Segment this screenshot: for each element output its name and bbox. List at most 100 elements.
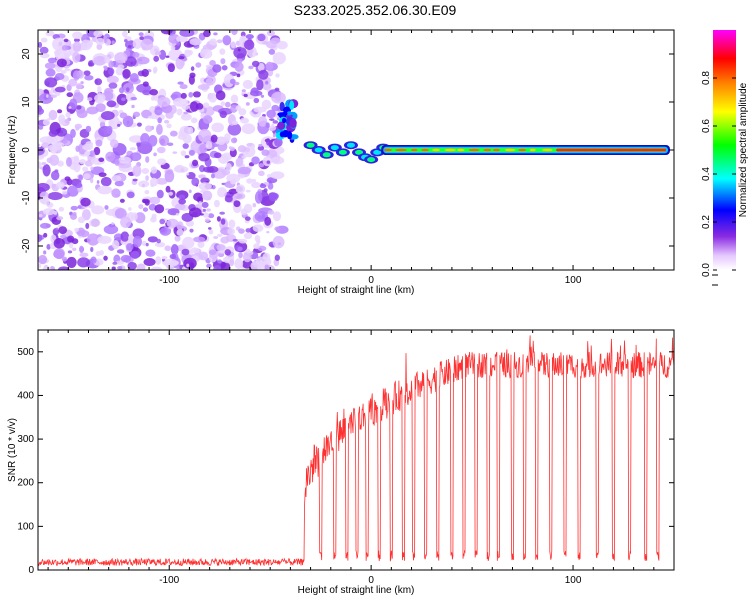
noise-speckle <box>132 228 145 239</box>
noise-speckle <box>83 70 91 76</box>
noise-speckle <box>253 106 267 113</box>
noise-speckle <box>276 40 288 50</box>
noise-speckle <box>198 182 212 191</box>
noise-speckle <box>66 156 72 167</box>
noise-speckle <box>170 244 179 255</box>
noise-speckle <box>142 207 149 212</box>
noise-speckle <box>89 177 94 184</box>
noise-speckle <box>153 152 157 157</box>
noise-speckle <box>124 39 128 43</box>
noise-speckle <box>220 58 226 65</box>
colorbar: 0.0 0.2 0.4 0.6 0.8 Normalized spectral ampl… <box>701 30 749 286</box>
y-tick-label: 10 <box>21 96 32 108</box>
noise-speckle <box>77 205 82 209</box>
noise-speckle <box>66 92 74 98</box>
noise-speckle <box>157 96 171 107</box>
noise-speckle <box>53 238 65 249</box>
carrier-peak <box>444 148 456 152</box>
noise-speckle <box>60 234 67 239</box>
noise-speckle <box>265 138 271 146</box>
colorbar-ticks: 0.0 0.2 0.4 0.6 0.8 <box>701 71 736 286</box>
noise-speckle <box>272 51 286 65</box>
noise-speckle <box>227 122 242 136</box>
noise-speckle <box>213 199 220 208</box>
carrier-peak <box>395 148 408 152</box>
noise-speckle <box>149 177 159 187</box>
noise-speckle <box>251 60 260 67</box>
noise-speckle <box>132 38 142 49</box>
noise-speckle <box>121 97 126 102</box>
x-tick-label: 100 <box>565 575 582 586</box>
noise-speckle <box>115 67 124 76</box>
noise-speckle <box>188 207 202 218</box>
noise-speckle <box>74 182 83 189</box>
noise-speckle <box>119 198 125 203</box>
noise-speckle <box>237 145 247 153</box>
noise-speckle <box>63 38 69 43</box>
colorbar-gradient <box>713 30 736 270</box>
carrier-peak <box>421 148 429 152</box>
noise-speckle <box>72 51 81 63</box>
noise-speckle <box>206 208 211 212</box>
noise-speckle <box>42 208 55 216</box>
noise-speckle <box>206 263 212 269</box>
noise-speckle <box>115 260 125 265</box>
noise-speckle <box>98 172 107 178</box>
noise-speckle <box>167 63 175 73</box>
colorbar-tick-label: 0.0 <box>701 263 712 277</box>
onset-blob <box>289 118 297 128</box>
noise-speckle <box>138 180 150 188</box>
noise-speckle <box>176 266 180 270</box>
bottom-axes: -100 0 100 0 100 200 300 400 500 <box>17 330 675 586</box>
transition-blob-core <box>338 149 347 155</box>
noise-speckle <box>103 255 108 261</box>
noise-speckle <box>191 177 200 187</box>
noise-speckle <box>260 94 265 98</box>
noise-speckle <box>140 133 150 145</box>
noise-speckle <box>118 156 132 164</box>
noise-speckle <box>139 36 144 40</box>
noise-speckle <box>184 50 191 58</box>
noise-speckle <box>264 216 272 226</box>
noise-speckle <box>94 94 104 103</box>
noise-speckle <box>144 190 150 195</box>
noise-speckle <box>205 78 213 86</box>
noise-speckle <box>180 150 187 157</box>
noise-speckle <box>116 249 125 254</box>
noise-speckle <box>274 254 280 261</box>
noise-speckle <box>270 37 281 44</box>
y-tick-label: 300 <box>17 434 34 445</box>
noise-speckle <box>97 185 113 195</box>
noise-speckle <box>232 238 238 242</box>
noise-speckle <box>55 227 59 230</box>
noise-speckle <box>148 134 158 147</box>
noise-speckle <box>254 191 263 204</box>
noise-speckle <box>241 89 246 92</box>
noise-speckle <box>42 119 51 126</box>
noise-speckle <box>189 228 194 233</box>
noise-speckle <box>51 183 56 188</box>
noise-speckle <box>179 30 195 37</box>
noise-speckle <box>112 261 118 265</box>
noise-speckle <box>122 68 131 79</box>
noise-speckle <box>47 117 52 121</box>
noise-speckle <box>84 150 91 156</box>
noise-speckle <box>141 168 150 174</box>
noise-speckle <box>119 87 125 94</box>
noise-speckle <box>238 251 243 259</box>
bottom-plot-frame <box>37 329 675 571</box>
noise-speckle <box>268 125 277 131</box>
noise-speckle <box>258 170 265 177</box>
noise-speckle <box>127 45 132 48</box>
noise-speckle <box>56 181 65 189</box>
noise-speckle <box>233 46 247 59</box>
noise-speckle <box>54 169 59 173</box>
noise-speckle <box>145 125 153 132</box>
noise-speckle <box>147 236 159 243</box>
noise-speckle <box>242 79 253 89</box>
x-tick-label: 100 <box>565 275 582 286</box>
noise-speckle <box>274 87 280 92</box>
noise-speckle <box>60 69 67 74</box>
colorbar-label: Normalized spectral amplitude <box>738 82 749 217</box>
